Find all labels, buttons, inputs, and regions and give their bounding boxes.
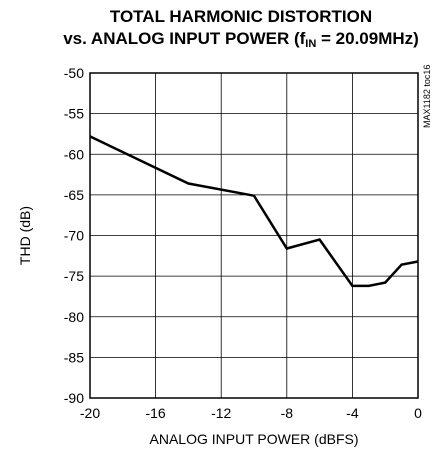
grid-lines (89, 72, 419, 399)
y-tick-label-2: -60 (64, 146, 84, 162)
x-tick-label-5: 0 (414, 405, 422, 421)
plot-frame (89, 72, 419, 399)
y-tick-label-7: -85 (64, 349, 84, 365)
y-tick-labels: -50 -55 -60 -65 -70 -75 -80 -85 -90 (64, 65, 84, 406)
x-tick-label-0: -20 (80, 405, 100, 421)
y-tick-label-4: -70 (64, 228, 84, 244)
y-tick-label-3: -65 (64, 187, 84, 203)
title-prefix: vs. ANALOG INPUT POWER (f (63, 29, 306, 48)
y-tick-label-6: -80 (64, 309, 84, 325)
x-tick-label-2: -12 (211, 405, 231, 421)
x-axis-label: ANALOG INPUT POWER (dBFS) (150, 431, 359, 447)
x-tick-labels: -20 -16 -12 -8 -4 0 (80, 405, 422, 421)
y-tick-label-1: -55 (64, 106, 84, 122)
figure-code: MAX1182 toc16 (422, 65, 432, 128)
title-suffix: = 20.09MHz) (316, 29, 419, 48)
y-tick-label-0: -50 (64, 65, 84, 81)
y-tick-label-8: -90 (64, 390, 84, 406)
y-tick-label-5: -75 (64, 268, 84, 284)
x-tick-label-4: -4 (346, 405, 359, 421)
x-tick-label-3: -8 (281, 405, 294, 421)
chart-title-line-2: vs. ANALOG INPUT POWER (fIN = 20.09MHz) (40, 29, 442, 50)
series-group (89, 135, 419, 288)
y-axis-label: THD (dB) (17, 206, 33, 265)
title-subscript: IN (305, 38, 317, 50)
series-line-0 (89, 135, 419, 288)
chart-title-line-1: TOTAL HARMONIC DISTORTION (109, 7, 373, 26)
x-tick-label-1: -16 (145, 405, 165, 421)
